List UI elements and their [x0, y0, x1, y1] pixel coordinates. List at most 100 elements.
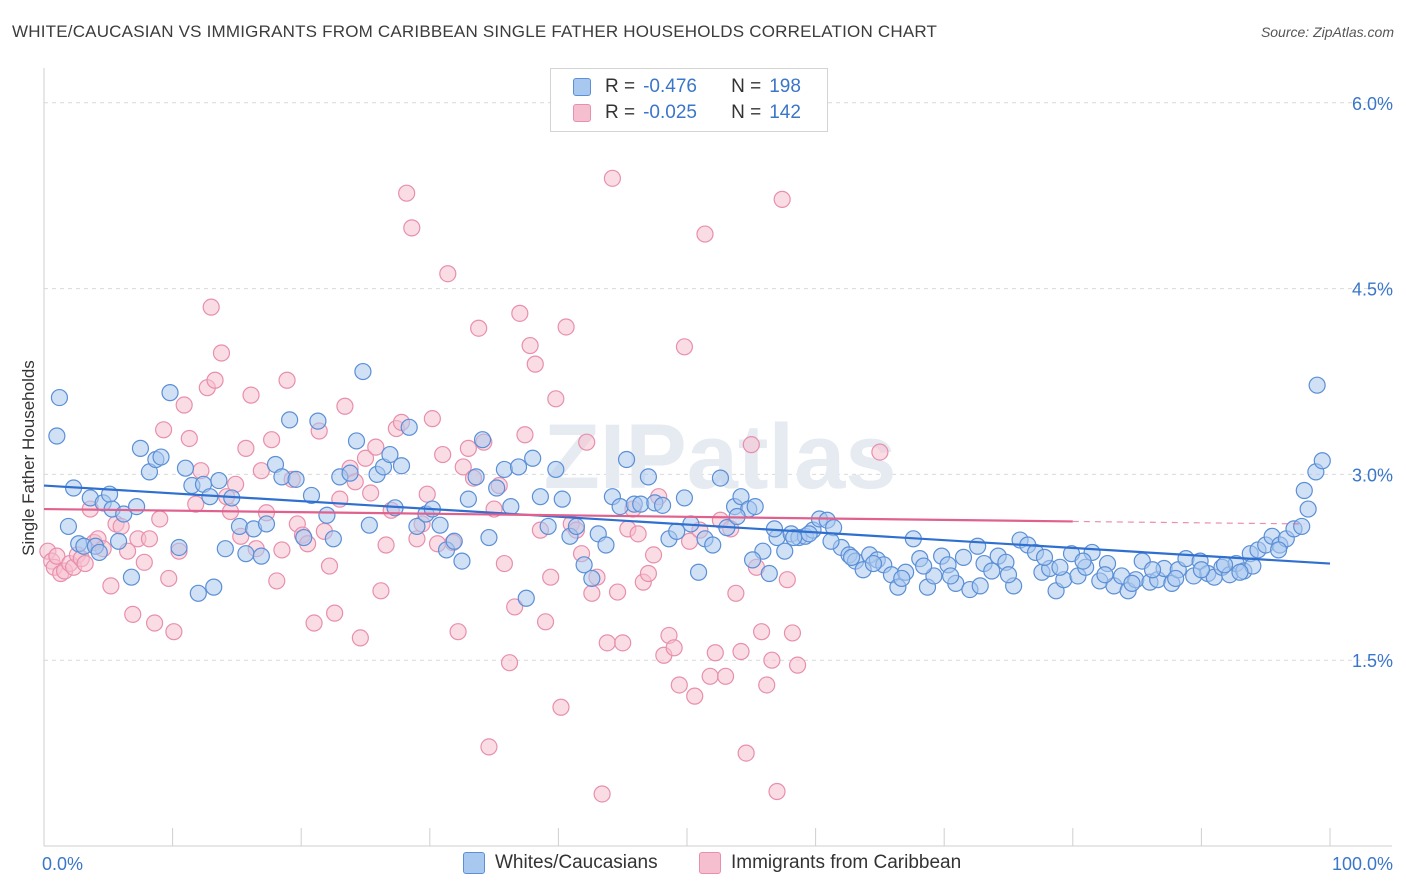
- data-point-white: [495, 460, 513, 479]
- data-point-caribbean: [449, 623, 467, 641]
- data-point-white: [287, 470, 305, 488]
- data-point-white: [50, 388, 69, 407]
- legend-n-label: N =: [731, 76, 762, 97]
- data-point-caribbean: [48, 547, 66, 565]
- data-point-caribbean: [372, 582, 390, 600]
- data-point-caribbean: [160, 569, 178, 588]
- data-point-caribbean: [542, 568, 560, 586]
- data-point-caribbean: [763, 651, 781, 669]
- data-point-caribbean: [603, 169, 622, 187]
- data-point-caribbean: [701, 667, 719, 685]
- data-point-white: [1177, 550, 1195, 568]
- data-point-caribbean: [135, 553, 153, 571]
- data-point-caribbean: [102, 577, 120, 595]
- data-point-caribbean: [187, 495, 205, 513]
- data-point-white: [971, 577, 989, 595]
- data-point-white: [1293, 517, 1311, 536]
- data-point-white: [509, 458, 528, 476]
- data-point-white: [237, 545, 255, 563]
- data-point-white: [653, 496, 672, 514]
- trend-lines: [43, 484, 1331, 565]
- data-point-white: [632, 495, 650, 513]
- data-point-caribbean: [583, 584, 601, 602]
- series-legend-white[interactable]: Whites/Caucasians: [463, 852, 658, 874]
- data-point-white: [925, 567, 943, 585]
- data-point-caribbean: [511, 304, 529, 322]
- legend-n-label: N =: [731, 102, 762, 123]
- data-point-caribbean: [423, 410, 441, 428]
- trend-line-caribbean-extension: [1072, 520, 1305, 525]
- data-point-white: [152, 448, 170, 466]
- data-point-white: [1215, 556, 1234, 574]
- data-point-caribbean: [470, 319, 488, 337]
- data-point-white: [453, 552, 471, 570]
- data-point-white: [1051, 558, 1069, 576]
- data-point-caribbean: [783, 624, 802, 642]
- legend-row-caribbean: R = -0.025 N = 142: [573, 101, 801, 125]
- data-point-caribbean: [526, 355, 544, 373]
- data-point-caribbean: [351, 629, 369, 647]
- data-point-caribbean: [614, 634, 632, 652]
- legend-n-value: 198: [769, 76, 801, 97]
- data-point-caribbean: [398, 184, 416, 202]
- y-axis-label: Single Father Households: [19, 360, 38, 556]
- data-point-white: [732, 488, 750, 506]
- legend-r-label: R =: [605, 102, 636, 123]
- data-point-caribbean: [644, 546, 663, 564]
- data-point-white: [347, 432, 366, 450]
- data-point-caribbean: [752, 623, 771, 641]
- data-point-caribbean: [278, 371, 296, 389]
- data-point-caribbean: [871, 443, 889, 461]
- data-point-caribbean: [151, 510, 169, 528]
- data-point-white: [281, 411, 299, 429]
- data-point-caribbean: [629, 525, 647, 543]
- source-credit: Source: ZipAtlas.com: [1260, 24, 1394, 40]
- data-point-caribbean: [263, 431, 281, 449]
- data-point-caribbean: [180, 429, 198, 448]
- data-point-caribbean: [237, 439, 255, 457]
- data-point-white: [1299, 500, 1317, 518]
- data-point-white: [531, 488, 549, 506]
- data-point-caribbean: [593, 785, 611, 803]
- data-point-white: [480, 528, 498, 547]
- data-point-caribbean: [665, 639, 683, 657]
- data-point-white: [48, 427, 66, 445]
- data-point-white: [488, 479, 506, 497]
- data-point-white: [230, 517, 249, 536]
- data-point-white: [360, 516, 378, 534]
- data-point-white: [969, 537, 987, 555]
- data-point-white: [431, 516, 449, 534]
- data-point-caribbean: [202, 298, 220, 316]
- data-point-white: [309, 412, 327, 430]
- data-point-caribbean: [598, 634, 616, 652]
- series-legend: Whites/Caucasians Immigrants from Caribb…: [0, 852, 1406, 878]
- data-point-caribbean: [268, 572, 286, 590]
- data-point-white: [785, 528, 803, 547]
- data-point-caribbean: [547, 390, 565, 408]
- data-point-white: [1074, 552, 1092, 570]
- data-point-caribbean: [495, 554, 513, 573]
- y-tick-label: 4.5%: [1352, 280, 1393, 300]
- data-point-white: [1308, 376, 1326, 394]
- data-point-caribbean: [768, 782, 786, 801]
- data-point-caribbean: [788, 656, 807, 674]
- trend-line-caribbean: [43, 507, 1073, 523]
- legend-swatch-caribbean: [573, 104, 591, 122]
- axes: [43, 68, 1392, 847]
- data-point-white: [318, 506, 336, 524]
- data-point-caribbean: [578, 433, 596, 451]
- trend-line-white: [43, 484, 1331, 565]
- series-legend-caribbean[interactable]: Immigrants from Caribbean: [699, 852, 961, 874]
- data-point-white: [915, 557, 933, 575]
- data-point-caribbean: [377, 536, 395, 554]
- series-legend-label: Whites/Caucasians: [495, 852, 658, 873]
- data-point-white: [575, 556, 593, 574]
- chart-title: WHITE/CAUCASIAN VS IMMIGRANTS FROM CARIB…: [12, 22, 938, 41]
- data-point-caribbean: [165, 623, 183, 641]
- data-point-caribbean: [696, 225, 714, 243]
- data-point-caribbean: [273, 541, 291, 559]
- data-point-white: [502, 497, 520, 516]
- data-point-white: [467, 468, 485, 486]
- data-point-white: [617, 450, 636, 469]
- data-point-white: [1295, 481, 1313, 500]
